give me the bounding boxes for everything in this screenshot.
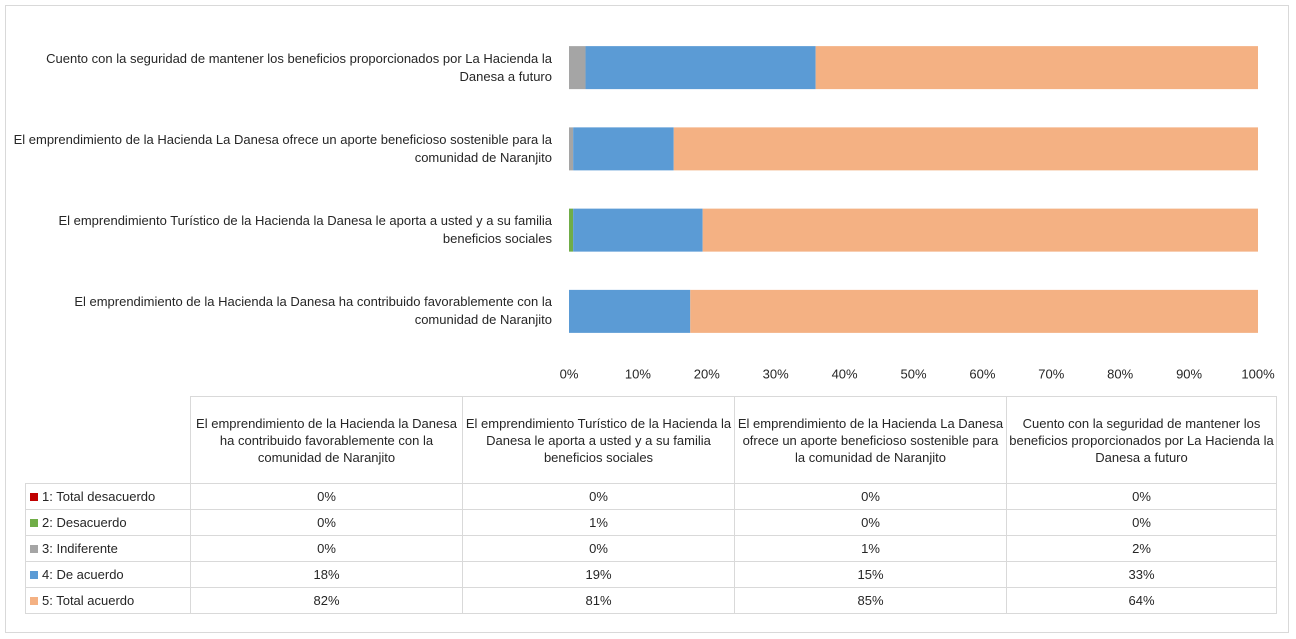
category-label: Cuento con la seguridad de mantener los …	[46, 50, 552, 84]
row-header: 1: Total desacuerdo	[25, 483, 191, 510]
bar-segment	[673, 127, 1258, 171]
table-cell: 82%	[190, 587, 463, 614]
category-label: El emprendimiento Turístico de la Hacien…	[58, 213, 552, 247]
data-table: El emprendimiento de la Hacienda la Dane…	[25, 396, 1277, 614]
legend-label: 2: Desacuerdo	[42, 515, 127, 530]
table-cell: 19%	[462, 561, 735, 588]
table-cell: 0%	[190, 509, 463, 536]
table-header: El emprendimiento de la Hacienda la Dane…	[26, 396, 1277, 484]
x-tick-label: 90%	[1176, 366, 1202, 381]
legend-label: 4: De acuerdo	[42, 567, 124, 582]
table-cell: 64%	[1006, 587, 1277, 614]
table-cell: 33%	[1006, 561, 1277, 588]
legend-key	[30, 493, 38, 501]
table-row: 1: Total desacuerdo 0% 0% 0% 0%	[25, 483, 1277, 510]
bar-segment	[702, 208, 1258, 252]
table-cell: 1%	[734, 535, 1007, 562]
table-cell: 0%	[462, 483, 735, 510]
bar-segment	[690, 289, 1258, 333]
table-cell: 0%	[462, 535, 735, 562]
x-tick-label: 80%	[1107, 366, 1133, 381]
legend-key	[30, 597, 38, 605]
table-cell: 0%	[1006, 509, 1277, 536]
x-tick-label: 70%	[1038, 366, 1064, 381]
category-label: El emprendimiento de la Hacienda La Dane…	[13, 131, 552, 165]
x-tick-label: 10%	[625, 366, 651, 381]
table-cell: 18%	[190, 561, 463, 588]
x-tick-label: 50%	[900, 366, 926, 381]
bar-segment	[569, 46, 586, 90]
legend-label: 5: Total acuerdo	[42, 593, 135, 608]
table-row: 2: Desacuerdo 0% 1% 0% 0%	[25, 509, 1277, 536]
bar-segment	[569, 127, 574, 171]
column-header: El emprendimiento Turístico de la Hacien…	[462, 396, 735, 484]
legend-label: 3: Indiferente	[42, 541, 118, 556]
bar-segment	[585, 46, 816, 90]
bar-segment	[569, 208, 574, 252]
table-row: 4: De acuerdo 18% 19% 15% 33%	[25, 561, 1277, 588]
row-header: 3: Indiferente	[25, 535, 191, 562]
chart-frame	[5, 5, 1289, 633]
legend-key	[30, 545, 38, 553]
table-cell: 1%	[462, 509, 735, 536]
legend-key	[30, 519, 38, 527]
table-cell: 0%	[190, 483, 463, 510]
column-header: Cuento con la seguridad de mantener los …	[1006, 396, 1277, 484]
x-tick-label: 100%	[1241, 366, 1275, 381]
table-cell: 15%	[734, 561, 1007, 588]
table-cell: 0%	[734, 483, 1007, 510]
table-corner	[26, 397, 191, 484]
legend-label: 1: Total desacuerdo	[42, 489, 156, 504]
row-header: 5: Total acuerdo	[25, 587, 191, 614]
category-label: El emprendimiento de la Hacienda la Dane…	[74, 294, 552, 328]
table-cell: 81%	[462, 587, 735, 614]
table-cell: 0%	[734, 509, 1007, 536]
table-row: 3: Indiferente 0% 0% 1% 2%	[25, 535, 1277, 562]
x-tick-label: 60%	[969, 366, 995, 381]
legend-key	[30, 571, 38, 579]
table-row: 5: Total acuerdo 82% 81% 85% 64%	[25, 587, 1277, 614]
x-tick-label: 20%	[694, 366, 720, 381]
row-header: 4: De acuerdo	[25, 561, 191, 588]
table-cell: 0%	[1006, 483, 1277, 510]
row-header: 2: Desacuerdo	[25, 509, 191, 536]
table-cell: 85%	[734, 587, 1007, 614]
column-header: El emprendimiento de la Hacienda La Dane…	[734, 396, 1007, 484]
bar-segment	[573, 127, 674, 171]
table-cell: 2%	[1006, 535, 1277, 562]
table-cell: 0%	[190, 535, 463, 562]
x-tick-label: 0%	[560, 366, 579, 381]
bar-segment	[569, 289, 691, 333]
x-tick-label: 30%	[763, 366, 789, 381]
column-header: El emprendimiento de la Hacienda la Dane…	[190, 396, 463, 484]
x-tick-label: 40%	[832, 366, 858, 381]
bar-segment	[573, 208, 703, 252]
bar-segment	[815, 46, 1258, 90]
